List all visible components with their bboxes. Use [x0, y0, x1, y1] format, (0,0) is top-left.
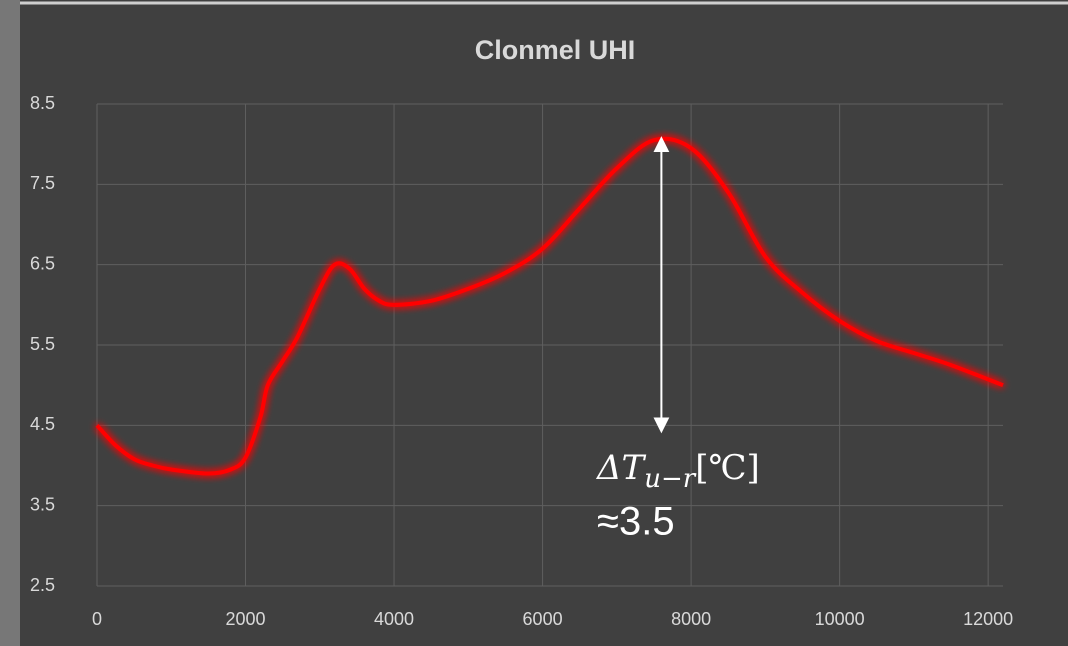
y-tick-label: 7.5 — [30, 173, 55, 193]
x-tick-label: 4000 — [374, 609, 414, 629]
annotation-value: ≈3.5 — [597, 500, 675, 544]
map-strip — [0, 0, 20, 646]
annotation-label: ΔTu−r[℃] — [595, 448, 760, 494]
x-tick-label: 6000 — [523, 609, 563, 629]
grid: 2.5 3.5 4.5 5.5 6.5 7.5 8.5 0 2000 4000 6000 8000 10… — [30, 93, 1013, 629]
data-line — [95, 136, 1004, 476]
y-tick-label: 3.5 — [30, 494, 55, 514]
y-tick-label: 5.5 — [30, 334, 55, 354]
x-tick-label: 0 — [92, 609, 102, 629]
y-tick-label: 4.5 — [30, 414, 55, 434]
y-tick-label: 8.5 — [30, 93, 55, 113]
annotation-subscript: u−r — [644, 464, 697, 494]
y-tick-label: 2.5 — [30, 575, 55, 595]
chart-title: Clonmel UHI — [475, 35, 636, 65]
annotation-unit: [℃] — [695, 448, 760, 488]
y-tick-label: 6.5 — [30, 253, 55, 273]
x-tick-label: 8000 — [671, 609, 711, 629]
x-tick-label: 2000 — [226, 609, 266, 629]
plot — [95, 136, 1004, 476]
x-tick-label: 10000 — [815, 609, 865, 629]
annotation-symbol: ΔT — [595, 448, 647, 488]
x-tick-label: 12000 — [963, 609, 1013, 629]
